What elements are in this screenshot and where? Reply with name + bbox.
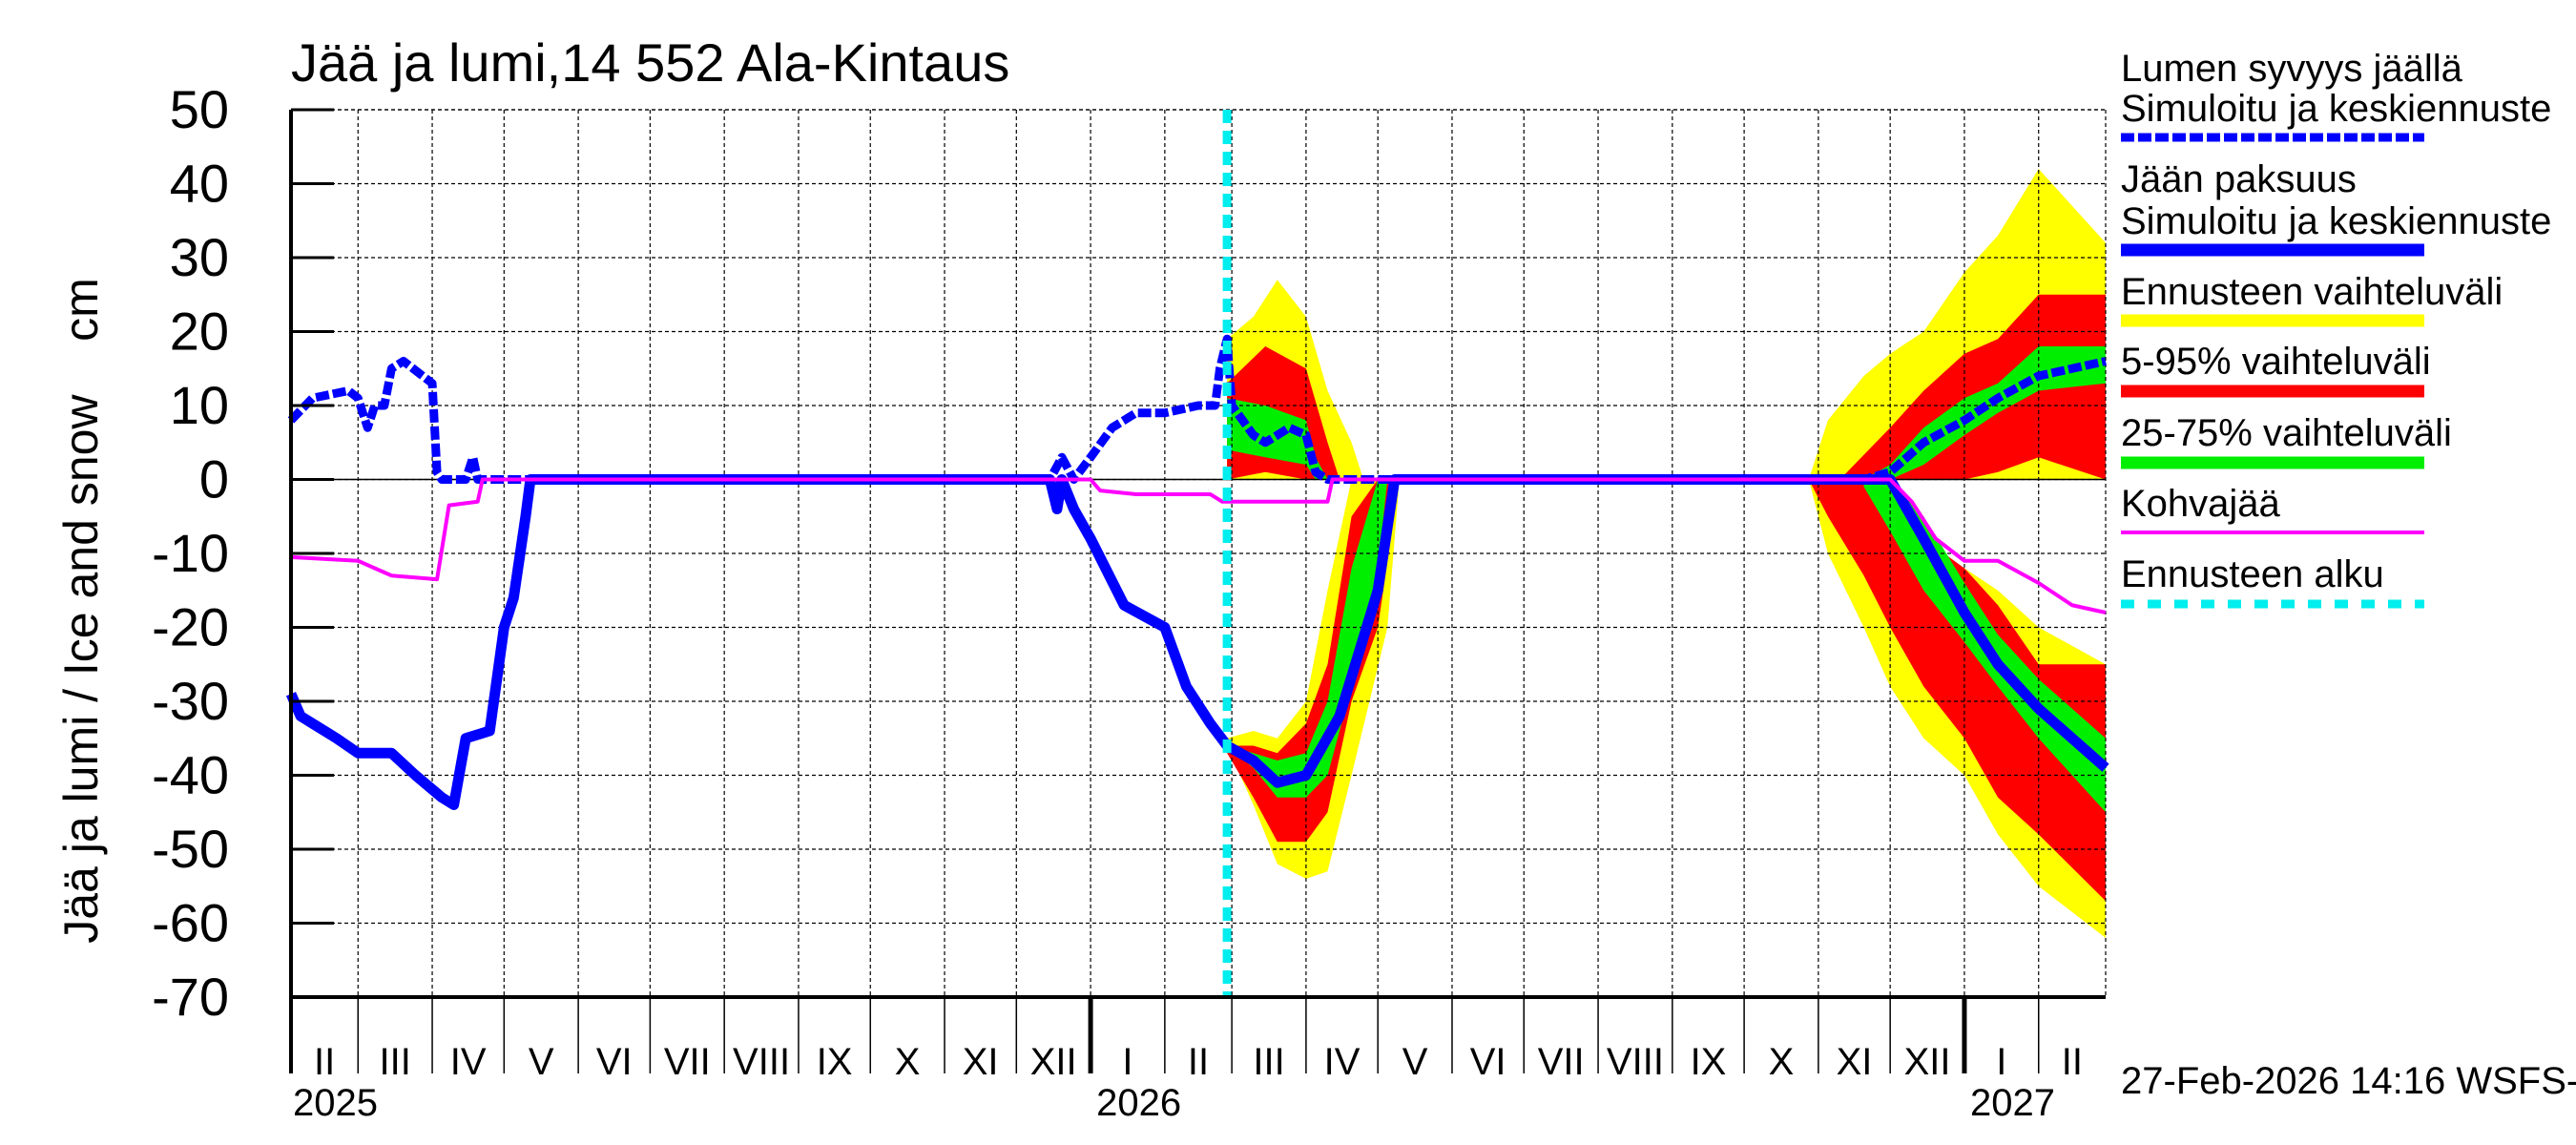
chart-title: Jää ja lumi,14 552 Ala-Kintaus	[291, 32, 1009, 93]
y-tick-label: -30	[152, 671, 229, 731]
legend-label: 25-75% vaihteluväli	[2121, 412, 2452, 454]
bands	[1227, 169, 2106, 938]
band-p25-75	[1227, 479, 1388, 798]
y-tick-label: -50	[152, 819, 229, 879]
month-label: I	[1996, 1041, 2006, 1083]
y-tick-label: -60	[152, 893, 229, 953]
y-tick-label: 30	[170, 227, 229, 287]
legend-label: Ennusteen vaihteluväli	[2121, 271, 2503, 313]
month-label: X	[895, 1041, 921, 1083]
legend-label: Ennusteen alku	[2121, 553, 2384, 595]
month-label: VII	[1538, 1041, 1585, 1083]
legend-label: Simuloitu ja keskiennuste	[2121, 200, 2551, 242]
band-p5-95	[1839, 294, 2106, 480]
month-label: X	[1769, 1041, 1795, 1083]
month-label: II	[2062, 1041, 2083, 1083]
slush-ice-line	[290, 477, 2107, 614]
y-axis-label: Jää ja lumi / Ice and snow cm	[54, 278, 108, 944]
month-label: VI	[596, 1041, 633, 1083]
y-tick-label: -40	[152, 745, 229, 805]
y-tick-label: 20	[170, 302, 229, 362]
month-label: IX	[1691, 1041, 1727, 1083]
month-label: VIII	[1607, 1041, 1664, 1083]
y-tick-label: 50	[170, 79, 229, 139]
year-label: 2025	[293, 1082, 378, 1124]
band-p5-95	[1808, 479, 2106, 902]
month-label: XI	[1837, 1041, 1873, 1083]
y-tick-label: 0	[199, 449, 229, 510]
legend-label: Lumen syvyys jäällä	[2121, 48, 2463, 90]
grid	[291, 109, 2107, 998]
y-tick-label: -20	[152, 597, 229, 657]
legend-label: Simuloitu ja keskiennuste	[2121, 88, 2551, 130]
y-tick-label: -70	[152, 967, 229, 1027]
y-tick-label: 10	[170, 375, 229, 435]
y-tick-label: -10	[152, 523, 229, 583]
month-label: II	[314, 1041, 335, 1083]
timestamp: 27-Feb-2026 14:16 WSFS-P	[2121, 1060, 2576, 1102]
month-label: IV	[1324, 1041, 1361, 1083]
month-label: XI	[963, 1041, 999, 1083]
y-tick-label: 40	[170, 154, 229, 214]
month-label: VI	[1470, 1041, 1506, 1083]
month-label: III	[1253, 1041, 1284, 1083]
year-label: 2027	[1970, 1082, 2055, 1124]
month-label: IX	[817, 1041, 853, 1083]
month-label: V	[1402, 1041, 1428, 1083]
series	[285, 110, 2109, 997]
legend-label: Jään paksuus	[2121, 158, 2357, 200]
legend-label: 5-95% vaihteluväli	[2121, 341, 2431, 383]
year-label: 2026	[1096, 1082, 1181, 1124]
month-label: V	[529, 1041, 554, 1083]
month-label: III	[379, 1041, 410, 1083]
month-label: XII	[1030, 1041, 1077, 1083]
month-label: II	[1188, 1041, 1209, 1083]
legend-label: Kohvajää	[2121, 483, 2281, 525]
month-label: XII	[1904, 1041, 1951, 1083]
month-label: IV	[450, 1041, 487, 1083]
month-label: VII	[664, 1041, 711, 1083]
month-label: VIII	[733, 1041, 790, 1083]
month-label: I	[1122, 1041, 1132, 1083]
